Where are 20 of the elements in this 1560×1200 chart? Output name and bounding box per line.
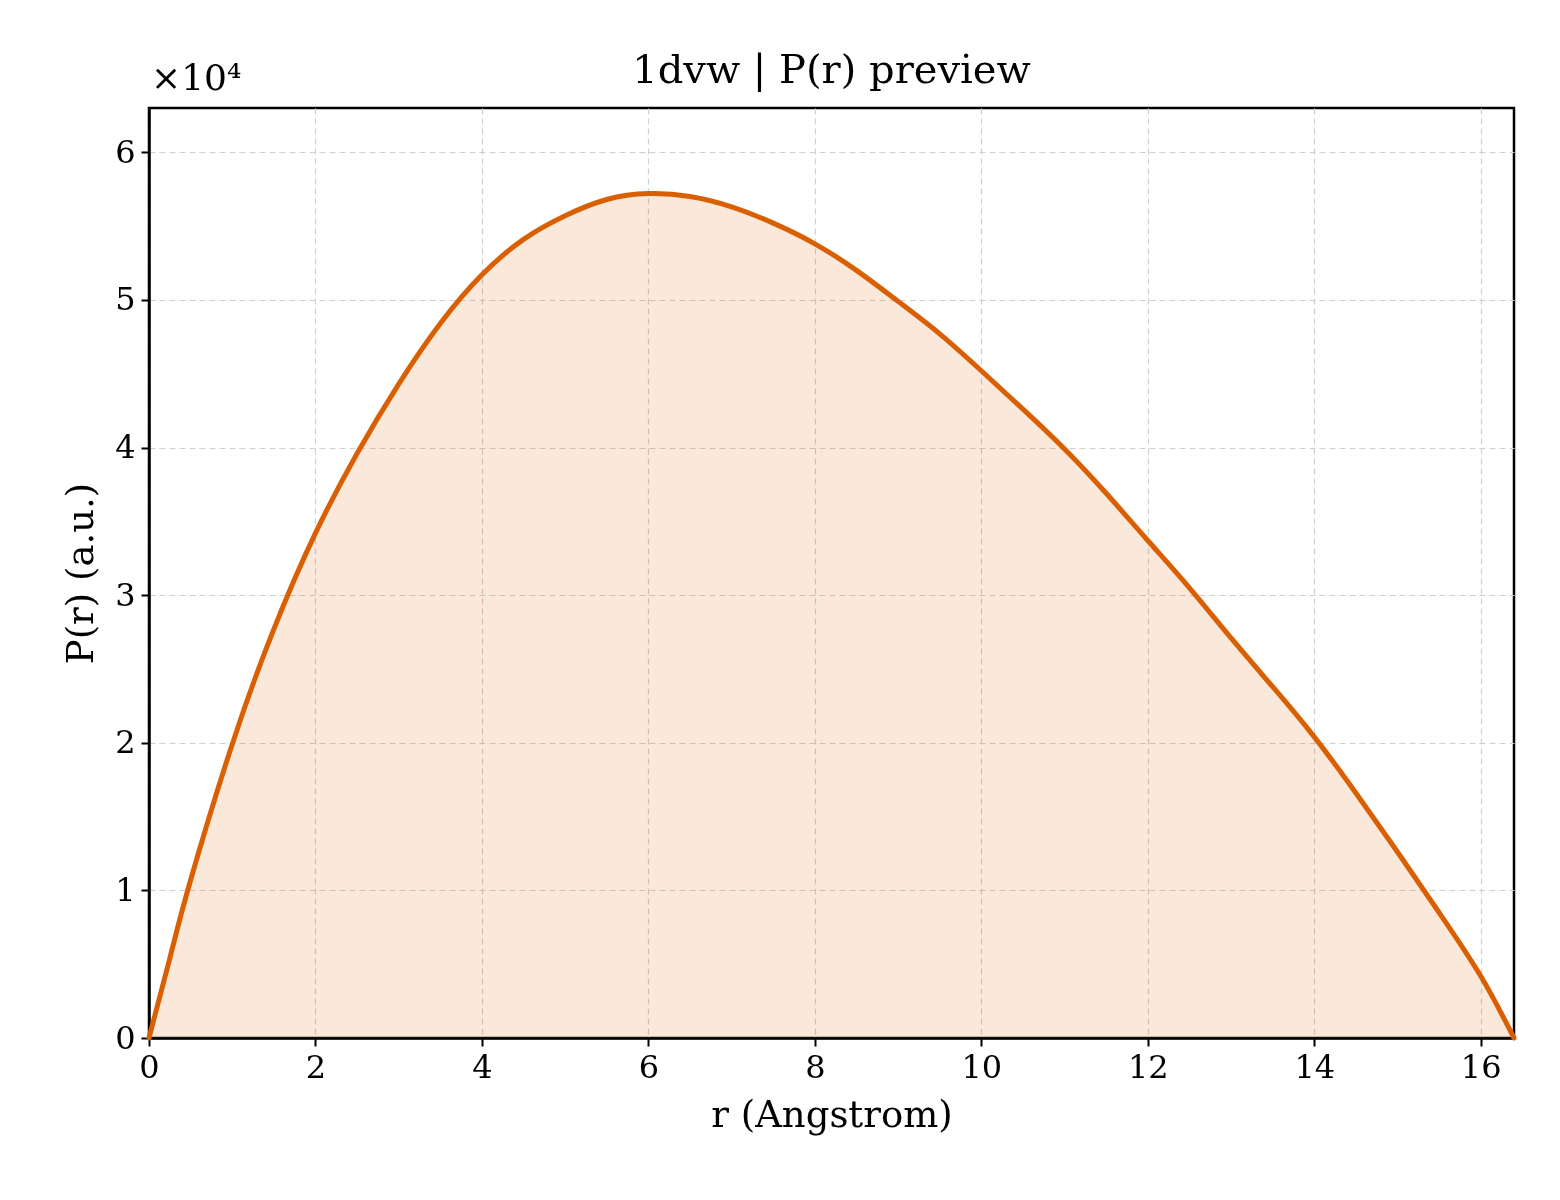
x-tick-label: 8	[805, 1047, 826, 1086]
x-axis-title: r (Angstrom)	[711, 1092, 953, 1136]
y-axis-title: P(r) (a.u.)	[59, 482, 103, 665]
x-tick-label: 10	[961, 1047, 1003, 1086]
text: ×10⁴	[151, 57, 242, 98]
x-tick-label: 2	[305, 1047, 327, 1086]
y-tick-label: 1	[115, 870, 136, 909]
y-tick-label: 2	[115, 723, 136, 762]
x-tick-label: 16	[1460, 1047, 1502, 1086]
y-tick-label: 5	[115, 280, 136, 319]
x-tick-label: 4	[472, 1047, 493, 1086]
y-tick-label: 6	[115, 132, 136, 171]
y-tick-label: 0	[115, 1018, 136, 1057]
y-tick-label: 3	[115, 575, 136, 614]
x-tick-label: 6	[638, 1047, 660, 1086]
y-tick-label: 4	[115, 428, 136, 467]
chart-title: 1dvw | P(r) preview	[632, 46, 1031, 92]
x-tick-label: 14	[1294, 1047, 1336, 1086]
x-tick-label: 0	[139, 1047, 160, 1086]
x-tick-label: 12	[1127, 1047, 1169, 1086]
